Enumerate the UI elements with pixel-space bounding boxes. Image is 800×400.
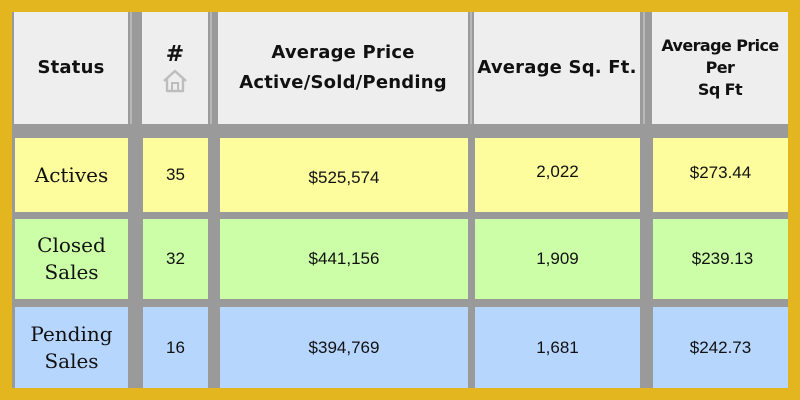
row-actives-ppsf: $273.44	[653, 138, 788, 212]
row-actives-count-value: 35	[166, 165, 185, 184]
header-divider	[130, 12, 132, 124]
header-count: #	[142, 12, 208, 124]
row-pending-count-value: 16	[166, 337, 185, 357]
row-actives-avg-sqft: 2,022	[475, 138, 640, 212]
home-icon	[163, 69, 187, 92]
row-closed-avg-sqft-value: 1,909	[536, 249, 579, 268]
row-closed-status-line1: Closed	[37, 233, 106, 257]
market-stats-table: Status # Average Price Active/Sold/Pendi…	[12, 12, 788, 388]
row-closed-status: Closed Sales	[15, 219, 128, 299]
row-closed-count: 32	[143, 219, 208, 299]
row-pending-avg-sqft: 1,681	[475, 307, 640, 388]
header-price-per-sqft-line1: Average Price	[661, 36, 779, 55]
row-actives-avg-sqft-value: 2,022	[536, 162, 579, 181]
row-actives-avg-price-value: $525,574	[308, 168, 380, 187]
row-actives-count: 35	[143, 138, 208, 212]
row-pending-status-line1: Pending	[30, 321, 113, 346]
header-status: Status	[14, 12, 128, 124]
header-status-label: Status	[37, 57, 105, 78]
row-pending-status: Pending Sales	[15, 307, 128, 388]
row-actives-status-label: Actives	[34, 162, 109, 187]
header-price-per-sqft-line3: Sq Ft	[697, 80, 743, 99]
row-actives-status: Actives	[15, 138, 128, 212]
row-pending-avg-price-value: $394,769	[308, 337, 380, 357]
row-closed-count-value: 32	[166, 249, 185, 268]
row-closed-avg-price: $441,156	[220, 219, 468, 299]
header-average-price-line1: Average Price	[271, 42, 415, 63]
header-count-symbol: #	[165, 41, 185, 67]
header-average-price-line2: Active/Sold/Pending	[239, 72, 447, 93]
header-average-price: Average Price Active/Sold/Pending	[218, 12, 468, 124]
row-pending-ppsf: $242.73	[653, 307, 788, 388]
header-average-sqft-label: Average Sq. Ft.	[477, 57, 637, 78]
row-pending-avg-price: $394,769	[220, 307, 468, 388]
header-divider	[210, 12, 212, 124]
row-closed-avg-price-value: $441,156	[308, 249, 380, 268]
header-average-sqft: Average Sq. Ft.	[474, 12, 640, 124]
row-closed-ppsf: $239.13	[653, 219, 788, 299]
row-closed-status-line2: Sales	[44, 260, 99, 284]
header-price-per-sqft: Average Price Per Sq Ft	[652, 12, 788, 124]
row-closed-avg-sqft: 1,909	[475, 219, 640, 299]
row-pending-status-line2: Sales	[44, 348, 99, 373]
row-actives-avg-price: $525,574	[220, 138, 468, 212]
row-pending-avg-sqft-value: 1,681	[536, 337, 579, 357]
row-pending-ppsf-value: $242.73	[689, 337, 752, 357]
header-divider	[470, 12, 472, 124]
row-actives-ppsf-value: $273.44	[689, 163, 752, 182]
header-price-per-sqft-line2: Per	[705, 58, 735, 77]
row-closed-ppsf-value: $239.13	[691, 249, 754, 268]
header-divider	[643, 12, 645, 124]
row-pending-count: 16	[143, 307, 208, 388]
